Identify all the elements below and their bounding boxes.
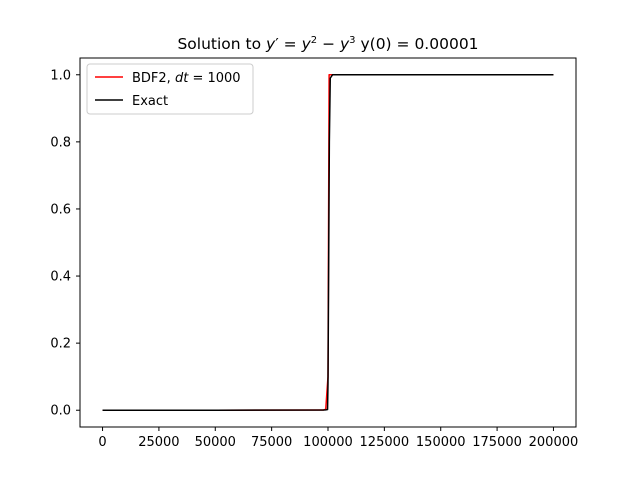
y-tick-label: 0.2: [50, 337, 71, 352]
y-tick-label: 0.8: [50, 135, 71, 150]
y-tick-label: 0.0: [50, 404, 71, 419]
x-tick-label: 50000: [195, 435, 236, 450]
x-tick-label: 25000: [138, 435, 179, 450]
y-axis: 0.0 0.2 0.4 0.6 0.8 1.0: [50, 68, 80, 419]
series-layer: [102, 74, 554, 411]
y-tick-label: 0.6: [50, 202, 71, 217]
legend-box: [86, 63, 254, 115]
x-tick-label: 125000: [360, 435, 410, 450]
x-tick-label: 150000: [416, 435, 466, 450]
x-tick-label: 200000: [529, 435, 579, 450]
x-tick-label: 75000: [251, 435, 292, 450]
y-tick-label: 1.0: [50, 68, 71, 83]
legend-label-bdf2: BDF2, dt = 1000: [132, 71, 241, 86]
x-tick-label: 0: [98, 435, 106, 450]
legend: BDF2, dt = 1000 Exact: [86, 63, 254, 115]
chart-title: Solution to y′ = y2 − y3 y(0) = 0.00001: [177, 35, 478, 53]
legend-label-exact: Exact: [132, 94, 168, 109]
x-tick-label: 100000: [303, 435, 353, 450]
series-line-exact: [102, 74, 554, 411]
y-tick-label: 0.4: [50, 270, 71, 285]
x-tick-label: 175000: [472, 435, 522, 450]
x-axis: 0 25000 50000 75000 100000 125000 150000 175000…: [98, 427, 578, 450]
